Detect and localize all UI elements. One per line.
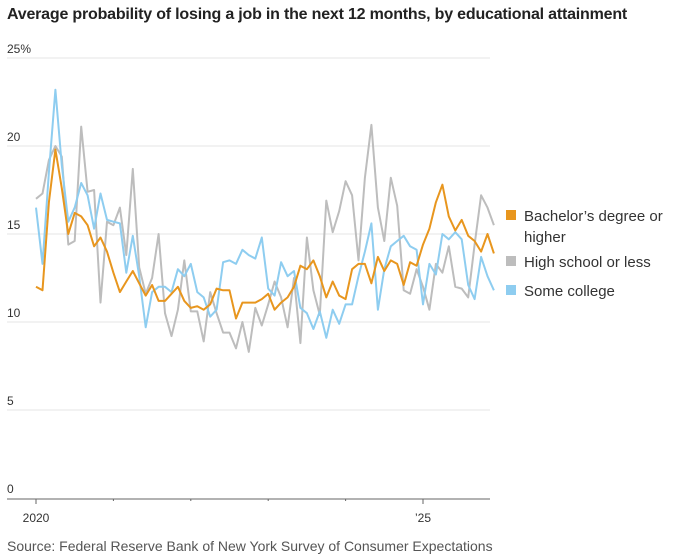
x-tick-label: ’25 bbox=[415, 511, 431, 525]
source-note: Source: Federal Reserve Bank of New York… bbox=[7, 538, 493, 554]
legend-swatch-bachelors bbox=[506, 210, 516, 220]
series-line-some-college bbox=[35, 88, 495, 339]
gridlines bbox=[7, 57, 490, 411]
x-axis: 2020 ’25 bbox=[7, 498, 490, 525]
series-lines bbox=[35, 88, 495, 353]
legend-label: Bachelor’s degree or higher bbox=[524, 208, 663, 246]
series-line-high-school-or-less bbox=[35, 123, 495, 353]
legend-item-bachelors: Bachelor’s degree or higher bbox=[506, 206, 692, 248]
legend-item-high-school: High school or less bbox=[506, 252, 692, 273]
y-tick-label: 0 bbox=[7, 482, 14, 496]
y-tick-label: 25% bbox=[7, 42, 31, 56]
legend-label: High school or less bbox=[524, 254, 651, 271]
y-axis-labels: 25% 20 15 10 5 0 bbox=[7, 42, 31, 496]
y-tick-label: 15 bbox=[7, 218, 21, 232]
legend: Bachelor’s degree or higher High school … bbox=[506, 206, 692, 306]
legend-item-some-college: Some college bbox=[506, 281, 692, 302]
y-tick-label: 10 bbox=[7, 306, 21, 320]
chart-title: Average probability of losing a job in t… bbox=[7, 6, 628, 23]
legend-swatch-high-school bbox=[506, 256, 516, 266]
y-tick-label: 20 bbox=[7, 130, 21, 144]
legend-swatch-some-college bbox=[506, 285, 516, 295]
y-tick-label: 5 bbox=[7, 394, 14, 408]
legend-label: Some college bbox=[524, 283, 615, 300]
series-line-bachelor-s-degree-or-higher bbox=[35, 148, 495, 320]
x-tick-label: 2020 bbox=[23, 511, 50, 525]
